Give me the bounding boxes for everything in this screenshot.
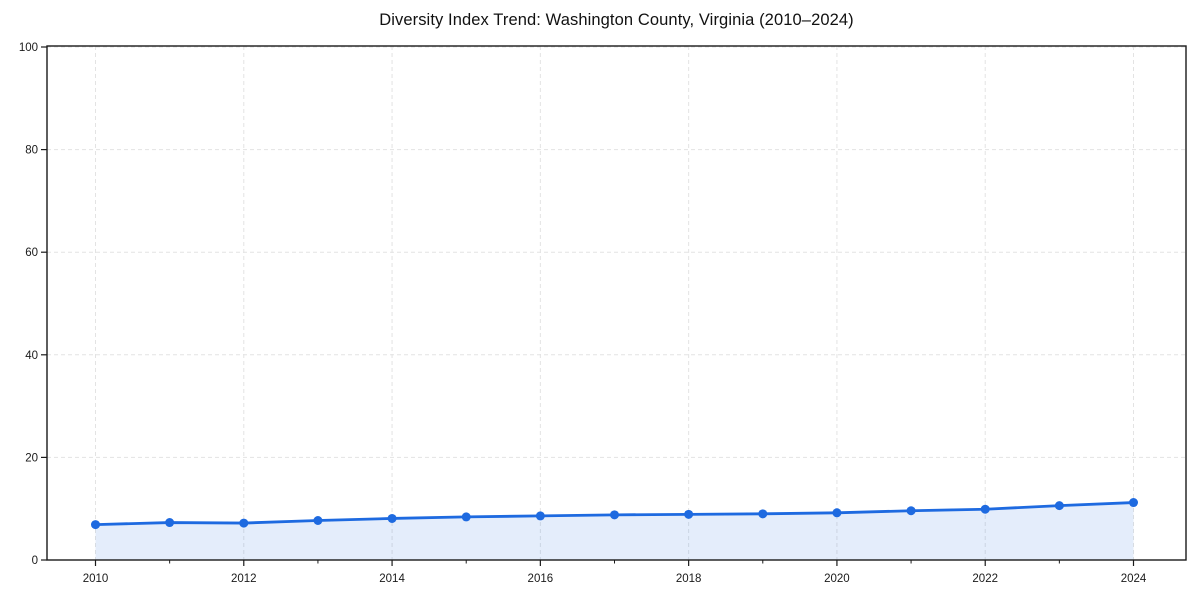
data-point <box>91 520 100 530</box>
data-point <box>313 515 323 525</box>
y-tick-label: 0 <box>32 555 38 567</box>
x-tick-label: 2022 <box>972 573 998 585</box>
x-tick-label: 2014 <box>379 573 405 585</box>
data-point <box>165 518 175 528</box>
chart-title: Diversity Index Trend: Washington County… <box>379 11 854 29</box>
axis-labels: 0 20 40 60 80 100 2010 2012 2014 2016 2018 2020 2022… <box>19 42 1147 585</box>
data-point <box>1129 498 1138 508</box>
data-point <box>610 510 619 520</box>
x-tick-label: 2020 <box>824 573 850 585</box>
data-point <box>832 508 842 518</box>
data-point <box>387 513 397 523</box>
data-point <box>758 509 768 519</box>
y-tick-label: 20 <box>25 452 38 464</box>
x-tick-label: 2010 <box>83 573 109 585</box>
x-tick-label: 2018 <box>676 573 702 585</box>
data-point <box>1054 501 1064 511</box>
gridlines <box>47 46 1186 560</box>
y-tick-label: 60 <box>25 247 38 259</box>
x-tick-label: 2016 <box>528 573 554 585</box>
y-tick-label: 100 <box>19 42 38 54</box>
plot-border <box>46 45 1187 561</box>
data-points <box>91 498 1138 530</box>
data-point <box>461 512 471 522</box>
y-tick-label: 80 <box>25 145 38 157</box>
data-point <box>239 518 249 528</box>
area-fill <box>95 502 1134 560</box>
x-tick-label: 2012 <box>231 573 257 585</box>
x-tick-label: 2024 <box>1121 573 1147 585</box>
data-point <box>906 506 916 516</box>
data-point <box>535 511 545 521</box>
y-tick-label: 40 <box>25 350 38 362</box>
data-point <box>684 509 694 519</box>
data-point <box>980 504 990 514</box>
axis-ticks <box>41 46 1135 566</box>
